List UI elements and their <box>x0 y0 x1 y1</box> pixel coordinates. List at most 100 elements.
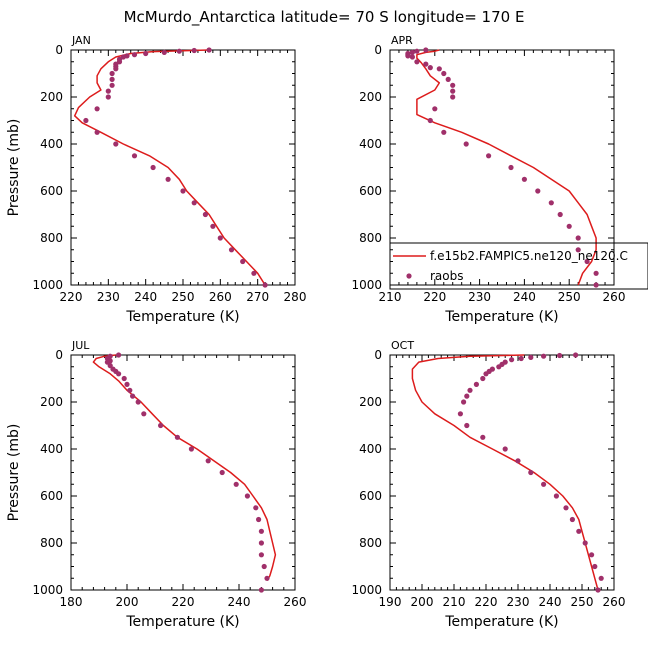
raob-point <box>158 422 164 429</box>
x-tick-label: 240 <box>134 290 157 304</box>
legend-obs-label: raobs <box>430 269 464 283</box>
raob-point <box>473 381 479 387</box>
panel-jul: 180 200 220 240 260 0 200 400 600 800 1000 JUL Tempe… <box>6 339 306 630</box>
raob-point <box>105 88 111 94</box>
y-axis-label: Pressure (mb) <box>6 119 22 217</box>
y-tick-label: 0 <box>374 348 382 362</box>
raob-point <box>120 54 126 60</box>
y-tick-label: 400 <box>40 137 63 151</box>
x-axis-label: Temperature (K) <box>125 309 239 325</box>
legend-model-label: f.e15b2.FAMPIC5.ne120_ne120.C <box>430 249 628 263</box>
raob-point <box>566 223 572 229</box>
raob-point <box>445 76 451 82</box>
raob-point <box>180 188 186 194</box>
y-tick-label: 0 <box>374 43 382 57</box>
raob-point <box>191 47 197 54</box>
y-tick-label: 1000 <box>32 278 63 292</box>
raob-point <box>202 211 208 218</box>
raob-point <box>461 399 467 405</box>
y-tick-label: 0 <box>55 348 63 362</box>
raob-point <box>450 88 456 94</box>
panel-title: APR <box>391 34 413 47</box>
raob-point <box>502 446 508 452</box>
raob-point <box>210 223 216 229</box>
model-profile-line <box>92 354 277 581</box>
raob-point <box>94 106 100 112</box>
raob-point <box>135 399 141 405</box>
x-axis-label: Temperature (K) <box>444 309 558 325</box>
raob-point <box>258 540 264 546</box>
x-tick-label: 250 <box>558 290 581 304</box>
raob-point <box>233 481 239 487</box>
raob-point <box>131 52 138 58</box>
raob-point <box>463 141 469 147</box>
raob-point <box>582 540 588 546</box>
raob-point <box>109 70 115 77</box>
panel-jan: 220 230 240 250 260 270 280 0 200 400 600 800 1000 JA… <box>6 34 306 325</box>
plot-frame <box>389 354 615 591</box>
raob-point <box>432 106 438 112</box>
raob-point <box>219 469 225 476</box>
raob-point <box>563 505 569 511</box>
x-tick-label: 210 <box>379 290 402 304</box>
y-tick-label: 600 <box>40 489 63 503</box>
raob-point <box>598 575 604 581</box>
raob-point <box>575 247 581 253</box>
x-tick-label: 190 <box>379 595 402 609</box>
y-tick-label: 800 <box>40 536 63 550</box>
raob-point <box>467 387 473 393</box>
y-tick-label: 400 <box>359 137 382 151</box>
x-tick-label: 260 <box>284 595 307 609</box>
raob-point <box>256 516 262 523</box>
x-tick-label: 210 <box>443 595 466 609</box>
raob-point <box>576 528 582 534</box>
raob-point <box>258 587 264 593</box>
raob-point <box>515 458 521 464</box>
x-axis-label: Temperature (K) <box>125 614 239 630</box>
x-tick-label: 180 <box>60 595 83 609</box>
raob-point <box>176 48 182 54</box>
raob-point <box>535 188 541 194</box>
y-tick-label: 600 <box>359 489 382 503</box>
raob-point <box>107 363 113 369</box>
y-axis-label: Pressure (mb) <box>6 424 22 522</box>
y-tick-label: 0 <box>55 43 63 57</box>
raob-point <box>593 270 599 276</box>
raob-point <box>143 50 149 57</box>
raob-point <box>584 258 590 265</box>
y-tick-label: 200 <box>359 90 382 104</box>
raob-point <box>541 481 547 487</box>
raob-point <box>553 493 560 499</box>
raob-point <box>150 164 156 171</box>
x-tick-label: 200 <box>411 595 434 609</box>
raob-point <box>116 371 122 377</box>
raob-point <box>131 153 138 159</box>
raob-point <box>496 364 502 370</box>
raob-point <box>253 505 259 511</box>
raob-point <box>589 552 595 558</box>
model-profile-line <box>411 354 599 591</box>
raob-point <box>121 375 127 382</box>
y-tick-label: 1000 <box>351 583 382 597</box>
legend-box <box>389 242 648 290</box>
y-tick-label: 1000 <box>32 583 63 597</box>
x-tick-label: 240 <box>513 290 536 304</box>
x-tick-label: 230 <box>468 290 491 304</box>
y-tick-label: 400 <box>359 442 382 456</box>
raob-point <box>595 587 601 593</box>
panel-title: JAN <box>71 34 91 47</box>
x-tick-label: 240 <box>228 595 251 609</box>
raob-point <box>483 371 489 377</box>
y-tick-label: 800 <box>40 231 63 245</box>
raob-point <box>557 352 563 359</box>
x-tick-label: 230 <box>507 595 530 609</box>
raob-point <box>427 117 433 124</box>
raob-point <box>450 94 456 100</box>
raob-point <box>205 458 211 464</box>
raob-point <box>262 282 268 288</box>
panels: 220 230 240 250 260 270 280 0 200 400 600 800 1000 JA… <box>6 34 648 630</box>
raob-point <box>130 393 136 399</box>
raob-point <box>480 375 486 382</box>
